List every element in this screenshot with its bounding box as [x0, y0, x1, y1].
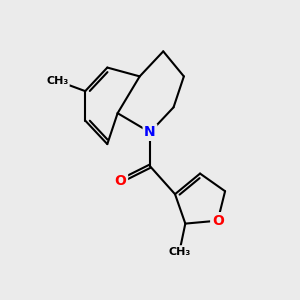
- Text: CH₃: CH₃: [46, 76, 68, 86]
- Text: CH₃: CH₃: [168, 247, 190, 256]
- Text: N: N: [144, 125, 156, 139]
- Text: O: O: [212, 214, 224, 228]
- Text: O: O: [115, 174, 127, 188]
